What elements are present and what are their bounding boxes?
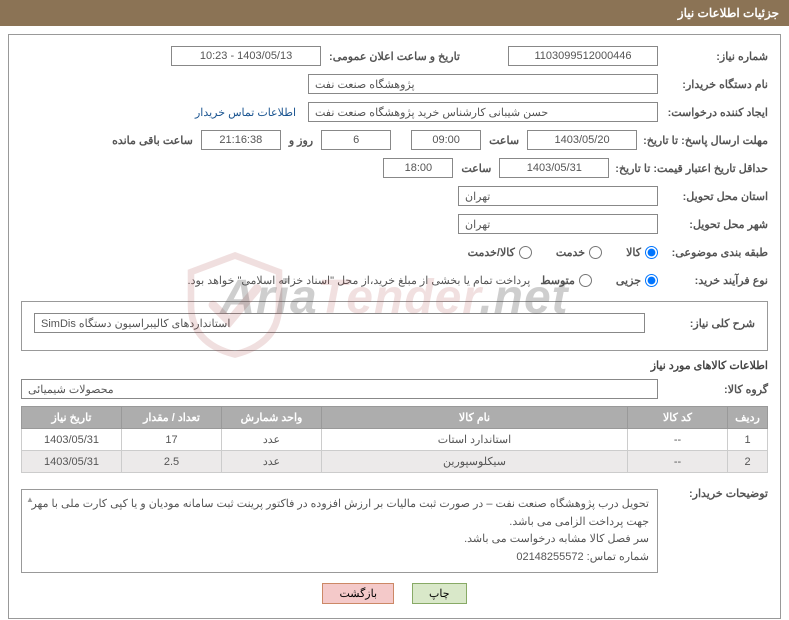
th-unit: واحد شمارش xyxy=(222,407,322,429)
time-label-1: ساعت xyxy=(481,134,527,147)
th-name: نام کالا xyxy=(322,407,628,429)
radio-medium[interactable]: متوسط xyxy=(540,274,592,287)
table-cell: -- xyxy=(628,451,728,473)
buyer-org-field: پژوهشگاه صنعت نفت xyxy=(308,74,658,94)
price-valid-label: حداقل تاریخ اعتبار قیمت: تا تاریخ: xyxy=(609,162,768,175)
table-cell: 1403/05/31 xyxy=(22,429,122,451)
general-desc-field: استانداردهای کالیبراسیون دستگاه SimDis xyxy=(34,313,645,333)
buyer-notes-box[interactable]: تحویل درب پژوهشگاه صنعت نفت – در صورت ثب… xyxy=(21,489,658,573)
table-cell: 17 xyxy=(122,429,222,451)
goods-table: ردیف کد کالا نام کالا واحد شمارش تعداد /… xyxy=(21,406,768,473)
announce-dt-field: 1403/05/13 - 10:23 xyxy=(171,46,321,66)
table-cell: عدد xyxy=(222,429,322,451)
deadline-time-field: 09:00 xyxy=(411,130,481,150)
subject-class-radios: کالا خدمت کالا/خدمت xyxy=(468,246,658,259)
table-cell: 2 xyxy=(728,451,768,473)
panel-title: جزئیات اطلاعات نیاز xyxy=(0,0,789,26)
subject-class-label: طبقه بندی موضوعی: xyxy=(658,246,768,259)
deadline-label: مهلت ارسال پاسخ: تا تاریخ: xyxy=(637,134,768,147)
th-code: کد کالا xyxy=(628,407,728,429)
th-row: ردیف xyxy=(728,407,768,429)
province-label: استان محل تحویل: xyxy=(658,190,768,203)
days-and-label: روز و xyxy=(281,134,321,147)
radio-small[interactable]: جزیی xyxy=(616,274,658,287)
price-valid-time-field: 18:00 xyxy=(383,158,453,178)
purchase-type-label: نوع فرآیند خرید: xyxy=(658,274,768,287)
time-label-2: ساعت xyxy=(453,162,499,175)
goods-group-field: محصولات شیمیائی xyxy=(21,379,658,399)
notes-line-2: سر فصل کالا مشابه درخواست می باشد. xyxy=(30,531,649,549)
table-cell: سیکلوسپورین xyxy=(322,451,628,473)
table-row: 2--سیکلوسپورینعدد2.51403/05/31 xyxy=(22,451,768,473)
announce-dt-label: تاریخ و ساعت اعلان عمومی: xyxy=(321,50,468,63)
payment-note: پرداخت تمام یا بخشی از مبلغ خرید،از محل … xyxy=(188,274,541,287)
radio-goods[interactable]: کالا xyxy=(626,246,658,259)
deadline-date-field: 1403/05/20 xyxy=(527,130,637,150)
table-cell: -- xyxy=(628,429,728,451)
th-date: تاریخ نیاز xyxy=(22,407,122,429)
table-cell: 1403/05/31 xyxy=(22,451,122,473)
main-panel: شماره نیاز: 1103099512000446 تاریخ و ساع… xyxy=(8,34,781,619)
remaining-label: ساعت باقی مانده xyxy=(104,134,201,147)
th-qty: تعداد / مقدار xyxy=(122,407,222,429)
city-label: شهر محل تحویل: xyxy=(658,218,768,231)
remaining-time-field: 21:16:38 xyxy=(201,130,281,150)
requester-field: حسن شیبانی کارشناس خرید پژوهشگاه صنعت نف… xyxy=(308,102,658,122)
notes-line-3: شماره تماس: 02148255572 xyxy=(30,549,649,567)
print-button[interactable]: چاپ xyxy=(412,583,467,604)
table-row: 1--استاندارد استاتعدد171403/05/31 xyxy=(22,429,768,451)
purchase-type-radios: جزیی متوسط xyxy=(540,274,658,287)
buyer-notes-label: توضیحات خریدار: xyxy=(658,481,768,500)
province-field: تهران xyxy=(458,186,658,206)
table-cell: استاندارد استات xyxy=(322,429,628,451)
table-cell: 2.5 xyxy=(122,451,222,473)
contact-link[interactable]: اطلاعات تماس خریدار xyxy=(195,106,308,119)
radio-service[interactable]: خدمت xyxy=(556,246,602,259)
goods-info-title: اطلاعات کالاهای مورد نیاز xyxy=(21,359,768,372)
requester-label: ایجاد کننده درخواست: xyxy=(658,106,768,119)
city-field: تهران xyxy=(458,214,658,234)
need-no-label: شماره نیاز: xyxy=(658,50,768,63)
back-button[interactable]: بازگشت xyxy=(322,583,394,604)
need-no-field: 1103099512000446 xyxy=(508,46,658,66)
general-desc-label: شرح کلی نیاز: xyxy=(645,317,755,330)
price-valid-date-field: 1403/05/31 xyxy=(499,158,609,178)
buyer-org-label: نام دستگاه خریدار: xyxy=(658,78,768,91)
table-cell: عدد xyxy=(222,451,322,473)
table-cell: 1 xyxy=(728,429,768,451)
notes-line-1: تحویل درب پژوهشگاه صنعت نفت – در صورت ثب… xyxy=(30,496,649,531)
remaining-days-field: 6 xyxy=(321,130,391,150)
desc-panel: شرح کلی نیاز: استانداردهای کالیبراسیون د… xyxy=(21,301,768,351)
radio-goods-service[interactable]: کالا/خدمت xyxy=(468,246,532,259)
goods-group-label: گروه کالا: xyxy=(658,383,768,396)
